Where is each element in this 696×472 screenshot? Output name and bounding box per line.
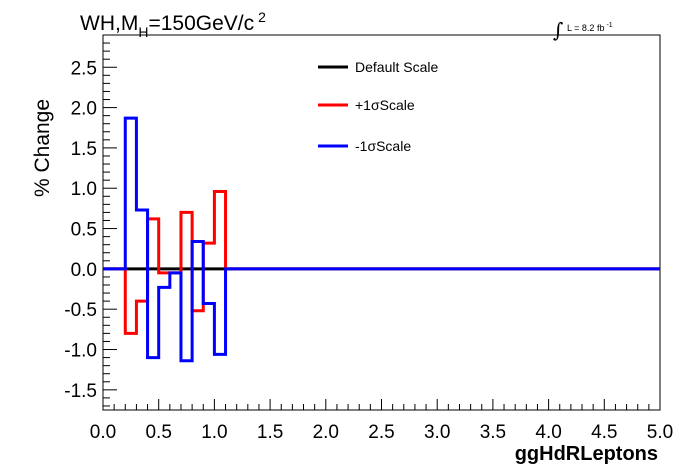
legend-label: -1σScale [355,138,411,154]
integral-symbol: ∫ [553,18,563,42]
y-tick-label: 1.5 [71,139,97,160]
x-tick-label: 2.0 [313,422,339,443]
y-tick-label: -1.5 [64,381,97,402]
y-tick-label: 2.0 [71,99,97,120]
legend: Default Scale +1σScale -1σScale [318,59,438,154]
plot-frame [102,34,661,411]
x-tick-label: 1.5 [257,422,283,443]
y-tick-label: -0.5 [64,300,97,321]
x-tick-label: 0.5 [145,422,171,443]
lumi-label: L = 8.2 fb -1 [567,22,613,33]
y-tick-label: -1.0 [64,341,97,362]
series-line-1 [103,189,660,335]
axes: 0.0 0.5 1.0 1.5 2.0 2.5 3.0 3.5 4.0 4.5 5.0 -1.5 -1.… [64,42,673,443]
x-tick-label: 1.0 [201,422,227,443]
x-tick-label: 2.5 [368,422,394,443]
y-tick-label: 1.0 [71,179,97,200]
legend-label: Default Scale [355,59,438,75]
chart-title: WH,MH=150GeV/c 2 [80,9,266,40]
x-tick-label: 3.0 [424,422,450,443]
series-layer [103,116,660,363]
y-tick-label: 0.5 [71,220,97,241]
x-tick-label: 0.0 [90,422,116,443]
x-tick-label: 5.0 [647,422,673,443]
y-tick-label: 0.0 [71,260,97,281]
y-axis-label: % Change [31,99,54,197]
series-line-2 [103,116,660,363]
y-tick-label: 2.5 [71,58,97,79]
x-tick-label: 4.0 [535,422,561,443]
x-tick-label: 3.5 [480,422,506,443]
x-axis-label: ggHdRLeptons [515,443,658,465]
legend-label: +1σScale [355,97,415,113]
x-tick-label: 4.5 [591,422,617,443]
